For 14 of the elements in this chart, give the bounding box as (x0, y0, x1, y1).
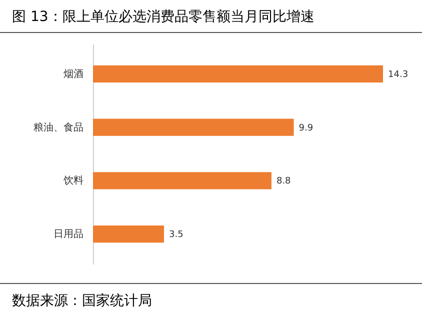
data-label: 14.3 (388, 70, 408, 80)
data-label: 8.8 (276, 176, 292, 187)
y-tick-label: 日用品 (54, 229, 84, 240)
source-note: 数据来源：国家统计局 (0, 283, 422, 310)
bar (93, 65, 383, 82)
data-label: 3.5 (168, 230, 184, 240)
y-tick-label: 饮料 (62, 174, 84, 187)
chart-title: 图 13：限上单位必选消费品零售额当月同比增速 (0, 0, 422, 33)
data-label: 9.9 (298, 123, 314, 134)
y-tick-label: 粮油、食品 (34, 121, 84, 134)
bar (93, 118, 294, 136)
bar (93, 226, 164, 243)
bar (93, 172, 272, 190)
y-tick-label: 烟酒 (64, 68, 84, 80)
